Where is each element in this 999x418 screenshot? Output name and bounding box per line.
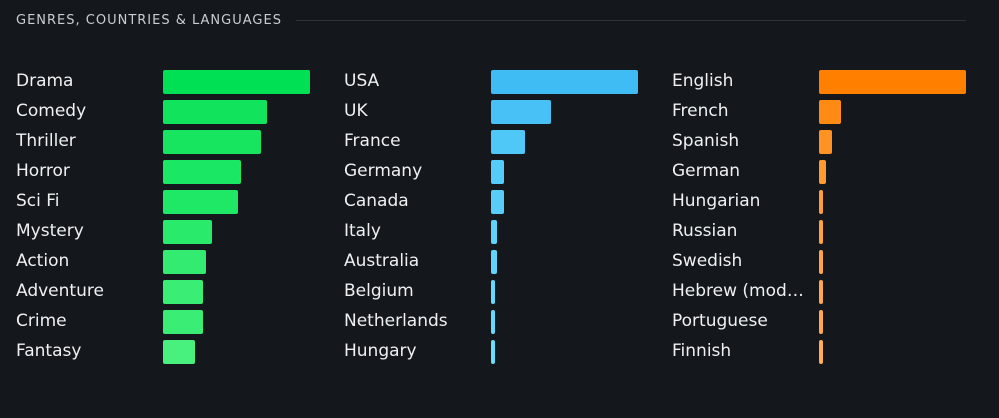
genre-row[interactable]: Comedy <box>16 96 326 126</box>
country-row[interactable]: Italy <box>344 216 654 246</box>
genre-bar <box>163 310 203 334</box>
language-bar <box>819 340 823 364</box>
country-row[interactable]: UK <box>344 96 654 126</box>
country-label: Germany <box>344 161 423 181</box>
language-row[interactable]: Spanish <box>672 126 982 156</box>
country-label: Australia <box>344 251 420 271</box>
language-bar <box>819 280 823 304</box>
genre-row[interactable]: Drama <box>16 66 326 96</box>
genre-bar <box>163 70 310 94</box>
genre-label: Mystery <box>16 221 84 241</box>
country-bar <box>491 190 504 214</box>
genre-row[interactable]: Thriller <box>16 126 326 156</box>
country-row[interactable]: France <box>344 126 654 156</box>
genre-row[interactable]: Sci Fi <box>16 186 326 216</box>
country-bar <box>491 280 495 304</box>
language-label: German <box>672 161 741 181</box>
genre-label: Sci Fi <box>16 191 60 211</box>
genre-label: Thriller <box>16 131 76 151</box>
language-label: Swedish <box>672 251 743 271</box>
language-bar <box>819 310 823 334</box>
country-label: France <box>344 131 401 151</box>
language-row[interactable]: Hungarian <box>672 186 982 216</box>
language-bar <box>819 70 966 94</box>
country-row[interactable]: Canada <box>344 186 654 216</box>
country-bar <box>491 250 497 274</box>
genre-label: Horror <box>16 161 70 181</box>
country-bar <box>491 160 504 184</box>
genre-bar <box>163 280 203 304</box>
genre-bar <box>163 100 267 124</box>
country-label: Italy <box>344 221 381 241</box>
language-bar <box>819 190 823 214</box>
language-row[interactable]: German <box>672 156 982 186</box>
country-bar <box>491 70 638 94</box>
language-row[interactable]: French <box>672 96 982 126</box>
country-label: Netherlands <box>344 311 448 331</box>
country-row[interactable]: Germany <box>344 156 654 186</box>
genre-bar <box>163 340 195 364</box>
country-label: Canada <box>344 191 409 211</box>
genre-row[interactable]: Horror <box>16 156 326 186</box>
country-label: Hungary <box>344 341 417 361</box>
genre-bar <box>163 220 212 244</box>
language-bar <box>819 160 826 184</box>
language-label: Hungarian <box>672 191 761 211</box>
language-row[interactable]: Hebrew (mode… <box>672 276 982 306</box>
genre-label: Comedy <box>16 101 87 121</box>
genre-label: Adventure <box>16 281 104 301</box>
genre-bar <box>163 160 241 184</box>
language-label: French <box>672 101 729 121</box>
genre-label: Drama <box>16 71 74 91</box>
language-label: Hebrew (mode… <box>672 281 812 301</box>
genre-label: Crime <box>16 311 67 331</box>
country-row[interactable]: Netherlands <box>344 306 654 336</box>
countries-chart: USA UK France Germany Canada Italy Australia Be… <box>344 66 654 366</box>
language-bar <box>819 100 841 124</box>
language-label: English <box>672 71 734 91</box>
language-bar <box>819 220 823 244</box>
country-bar <box>491 310 495 334</box>
country-row[interactable]: Australia <box>344 246 654 276</box>
language-label: Russian <box>672 221 738 241</box>
genre-row[interactable]: Crime <box>16 306 326 336</box>
country-label: USA <box>344 71 380 91</box>
language-row[interactable]: Finnish <box>672 336 982 366</box>
country-bar <box>491 130 525 154</box>
language-label: Portuguese <box>672 311 768 331</box>
genre-row[interactable]: Fantasy <box>16 336 326 366</box>
genre-bar <box>163 250 206 274</box>
language-row[interactable]: Portuguese <box>672 306 982 336</box>
language-bar <box>819 250 823 274</box>
country-bar <box>491 340 495 364</box>
section-header: GENRES, COUNTRIES & LANGUAGES <box>16 9 966 31</box>
header-divider <box>295 19 966 21</box>
country-bar <box>491 100 551 124</box>
language-label: Spanish <box>672 131 740 151</box>
language-label: Finnish <box>672 341 732 361</box>
genre-row[interactable]: Mystery <box>16 216 326 246</box>
country-label: Belgium <box>344 281 414 301</box>
section-title: GENRES, COUNTRIES & LANGUAGES <box>16 12 282 28</box>
country-bar <box>491 220 497 244</box>
language-bar <box>819 130 832 154</box>
genre-row[interactable]: Adventure <box>16 276 326 306</box>
genres-chart: Drama Comedy Thriller Horror Sci Fi Mystery Ac… <box>16 66 326 366</box>
languages-chart: English French Spanish German Hungarian Russi… <box>672 66 982 366</box>
country-row[interactable]: USA <box>344 66 654 96</box>
language-row[interactable]: Russian <box>672 216 982 246</box>
language-row[interactable]: English <box>672 66 982 96</box>
genre-row[interactable]: Action <box>16 246 326 276</box>
genre-label: Fantasy <box>16 341 82 361</box>
genre-label: Action <box>16 251 70 271</box>
genre-bar <box>163 130 261 154</box>
genre-bar <box>163 190 238 214</box>
language-row[interactable]: Swedish <box>672 246 982 276</box>
country-row[interactable]: Hungary <box>344 336 654 366</box>
country-row[interactable]: Belgium <box>344 276 654 306</box>
country-label: UK <box>344 101 368 121</box>
